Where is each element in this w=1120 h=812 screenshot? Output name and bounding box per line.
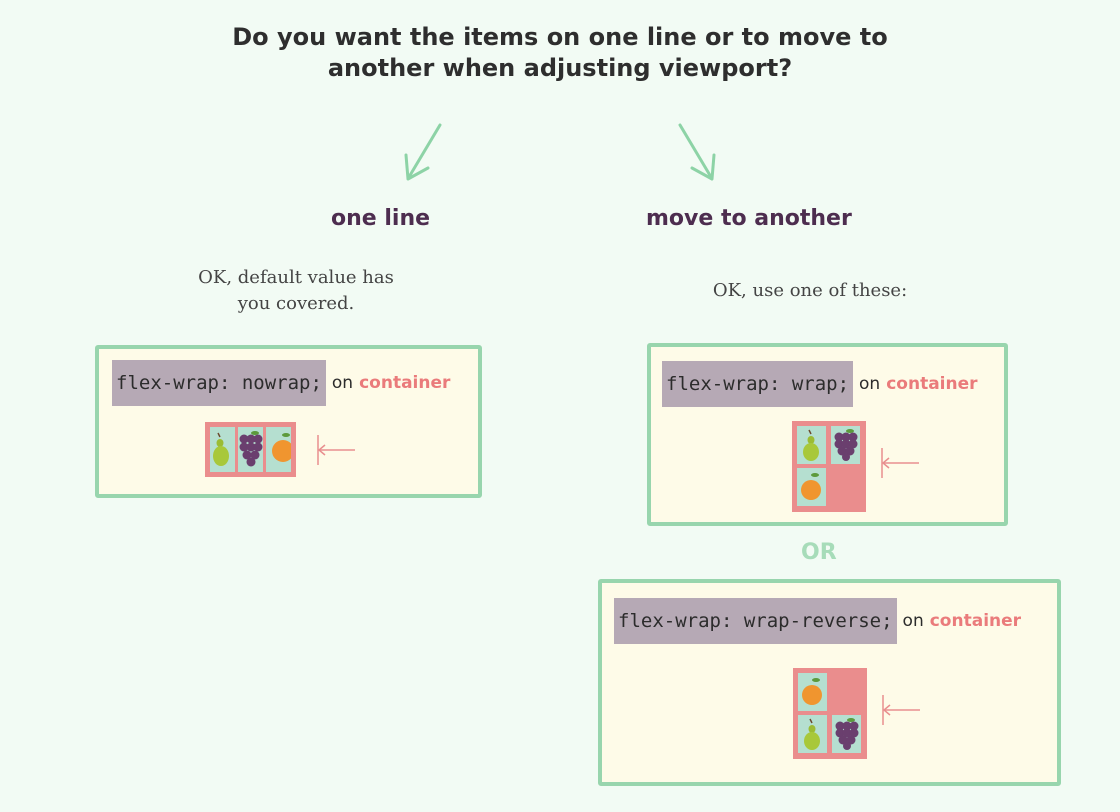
grapes-icon — [834, 429, 858, 461]
container-word: container — [886, 374, 978, 394]
panel-nowrap: flex-wrap: nowrap; on container — [95, 345, 482, 498]
on-word: on — [902, 611, 924, 631]
orange-icon — [272, 433, 291, 462]
panel-wrap-reverse: flex-wrap: wrap-reverse; on container — [598, 579, 1061, 786]
note-use-one-of-these: OK, use one of these: — [712, 280, 908, 301]
orange-icon — [801, 473, 821, 500]
note-line-2: you covered. — [237, 293, 355, 314]
flex-item — [798, 715, 827, 753]
flex-container-nowrap — [205, 422, 296, 477]
on-word: on — [859, 374, 881, 394]
flex-item — [238, 427, 263, 472]
arrow-left-icon — [404, 123, 442, 181]
note-default-value: OK, default value has you covered. — [160, 265, 432, 317]
flex-item — [797, 426, 826, 464]
pointer-arrow-icon — [882, 695, 920, 725]
question-line-1: Do you want the items on one line or to … — [232, 23, 888, 51]
flex-container-wrap-reverse — [793, 668, 867, 759]
arrow-right-icon — [678, 123, 716, 181]
branch-label-one-line: one line — [331, 206, 431, 231]
pear-icon — [804, 718, 820, 750]
grapes-icon — [835, 718, 859, 750]
or-label: OR — [801, 540, 837, 565]
panel-wrap: flex-wrap: wrap; on container — [647, 343, 1008, 526]
pointer-arrow-icon — [317, 435, 355, 465]
on-word: on — [331, 373, 354, 393]
flex-item — [266, 427, 291, 472]
code-row-wrap: flex-wrap: wrap; on container — [662, 361, 978, 407]
pear-icon — [803, 429, 819, 461]
question-heading: Do you want the items on one line or to … — [0, 22, 1120, 84]
flex-item — [831, 426, 860, 464]
code-row-wrap-reverse: flex-wrap: wrap-reverse; on container — [614, 598, 1021, 644]
note-line-1: OK, default value has — [198, 267, 394, 288]
code-nowrap: flex-wrap: nowrap; — [112, 360, 326, 406]
code-row-nowrap: flex-wrap: nowrap; on container — [112, 360, 450, 406]
pear-icon — [213, 432, 229, 466]
grapes-icon — [239, 431, 263, 467]
branch-label-move-to-another: move to another — [646, 206, 852, 231]
question-line-2: another when adjusting viewport? — [327, 54, 793, 82]
code-wrap: flex-wrap: wrap; — [662, 361, 854, 407]
flex-item — [797, 468, 826, 506]
flex-item — [798, 673, 827, 711]
flex-item — [210, 427, 235, 472]
container-word: container — [359, 373, 451, 393]
pointer-arrow-icon — [881, 448, 919, 478]
container-word: container — [929, 611, 1022, 631]
flex-item — [832, 715, 861, 753]
code-wrap-reverse: flex-wrap: wrap-reverse; — [614, 598, 897, 644]
orange-icon — [802, 678, 822, 705]
flex-container-wrap — [792, 421, 866, 512]
